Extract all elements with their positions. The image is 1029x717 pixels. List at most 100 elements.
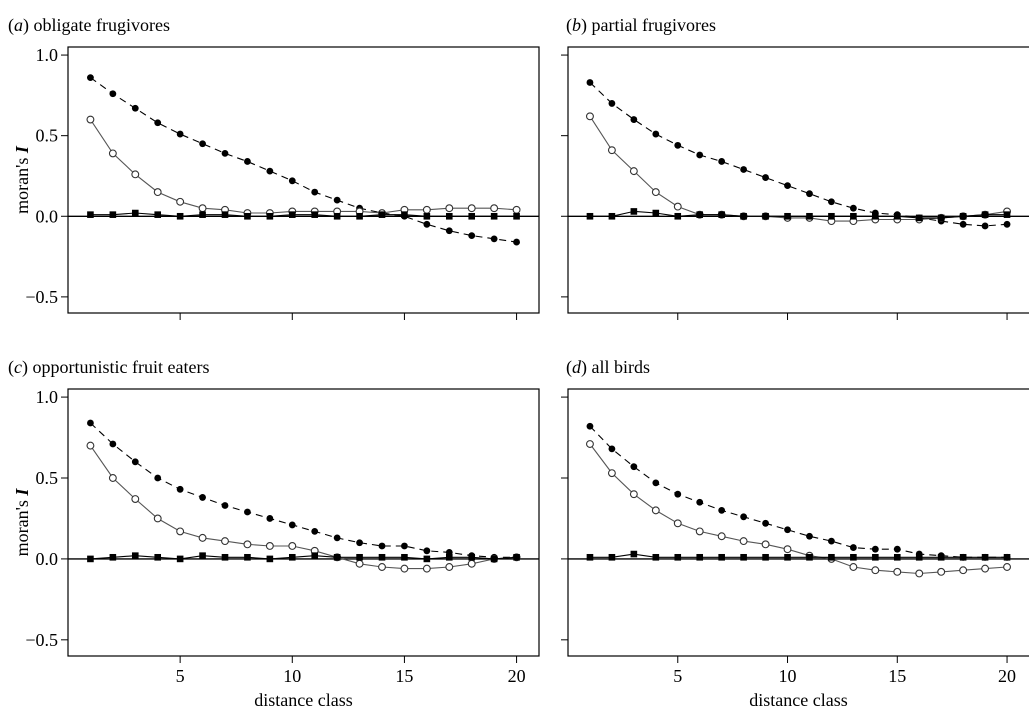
x-tick-label: 15 (888, 666, 906, 686)
data-point-square (981, 553, 989, 561)
data-point-open-circle (871, 566, 880, 575)
data-point-square (490, 555, 498, 563)
data-point-filled-circle (199, 140, 206, 148)
data-point-square (445, 212, 453, 220)
data-point-square (937, 214, 945, 222)
data-point-square (266, 212, 274, 220)
data-point-filled-circle (109, 440, 117, 448)
data-point-filled-circle (740, 513, 748, 521)
data-point-open-circle (131, 170, 140, 179)
x-tick-label: 5 (176, 666, 185, 686)
data-point-open-circle (288, 542, 297, 550)
data-point-open-circle (490, 204, 499, 213)
data-point-filled-circle (718, 158, 726, 165)
y-axis-label: moran's I (12, 145, 32, 214)
y-tick-label: 1.0 (36, 45, 59, 65)
data-point-square (696, 211, 704, 218)
data-point-square (652, 553, 660, 561)
x-tick-label: 20 (998, 666, 1016, 686)
data-point-filled-circle (154, 119, 162, 127)
data-point-filled-circle (109, 90, 117, 98)
data-point-square (784, 553, 791, 561)
data-point-square (87, 211, 94, 218)
data-point-square (937, 553, 945, 561)
series-line-dashed-filled-circle (589, 425, 1007, 558)
data-point-square (221, 211, 229, 218)
panel-letter: b (572, 15, 581, 35)
data-point-open-circle (221, 537, 229, 546)
data-point-filled-circle (176, 485, 184, 493)
data-point-square (109, 211, 117, 218)
panel-title-text: all birds (592, 357, 651, 377)
plot-frame (67, 46, 540, 314)
data-point-square (674, 553, 682, 561)
data-point-open-circle (893, 567, 902, 576)
y-axis-label-text: moran's (12, 153, 32, 214)
data-point-open-circle (937, 567, 946, 576)
data-point-square (490, 212, 498, 220)
series-line-solid-filled-square (90, 212, 517, 217)
data-point-filled-circle (199, 494, 206, 501)
data-point-filled-circle (288, 521, 296, 529)
data-point-square (608, 212, 616, 220)
data-point-square (586, 553, 594, 561)
data-point-open-circle (131, 495, 140, 503)
data-point-filled-circle (586, 79, 594, 86)
data-point-filled-circle (87, 419, 94, 427)
data-point-square (401, 211, 408, 218)
data-point-square (333, 553, 341, 561)
data-point-square (378, 211, 386, 218)
x-tick-label: 10 (283, 666, 301, 686)
data-point-open-circle (629, 490, 638, 499)
data-point-filled-circle (828, 537, 835, 545)
data-point-filled-circle (266, 167, 274, 175)
y-tick-label: 0.5 (36, 126, 59, 146)
x-axis-label: distance class (749, 690, 847, 710)
data-point-open-circle (378, 563, 386, 571)
data-point-filled-circle (356, 539, 363, 547)
data-point-square (423, 555, 431, 563)
data-point-square (378, 553, 386, 561)
data-point-square (468, 212, 476, 220)
y-tick-label: 1.0 (36, 387, 59, 407)
data-point-filled-circle (378, 542, 386, 550)
data-point-square (915, 214, 923, 222)
data-point-filled-circle (423, 220, 431, 228)
data-point-open-circle (981, 564, 990, 573)
data-point-filled-circle (784, 526, 791, 534)
data-point-filled-circle (131, 104, 139, 112)
panel-a: (a) obligate frugivores −0.5 0.0 0.5 1.0 mora… (8, 15, 540, 320)
data-point-filled-circle (423, 547, 431, 555)
data-point-open-circle (717, 532, 726, 541)
data-point-square (513, 212, 520, 220)
data-point-open-circle (629, 167, 638, 176)
data-point-square (850, 212, 857, 220)
data-point-square (608, 553, 616, 561)
data-point-square (872, 212, 879, 220)
data-point-square (850, 553, 857, 561)
y-tick-label: −0.5 (25, 630, 58, 650)
data-point-square (154, 553, 162, 561)
data-point-filled-circle (696, 498, 704, 506)
panel-letter-open: ( (566, 15, 572, 36)
data-point-open-circle (849, 563, 858, 571)
data-point-square (131, 552, 139, 559)
data-point-open-circle (586, 440, 594, 448)
data-point-square (740, 553, 747, 561)
x-tick-label: 15 (395, 666, 413, 686)
series-line-dashed-filled-circle (90, 422, 517, 558)
data-point-filled-circle (784, 182, 791, 190)
data-point-open-circle (761, 540, 770, 549)
data-point-open-circle (86, 441, 95, 450)
data-point-filled-circle (1003, 220, 1011, 228)
panel-title: (c) opportunistic fruit eaters (8, 357, 209, 378)
panel-letter: d (572, 357, 582, 377)
data-point-open-circle (176, 197, 185, 206)
data-point-square (109, 553, 117, 561)
data-point-filled-circle (630, 463, 638, 471)
data-point-filled-circle (849, 204, 857, 212)
y-tick-label: 0.0 (36, 206, 59, 226)
panel-title: (d) all birds (566, 357, 650, 378)
data-point-square (696, 553, 704, 561)
data-point-filled-circle (333, 534, 341, 542)
